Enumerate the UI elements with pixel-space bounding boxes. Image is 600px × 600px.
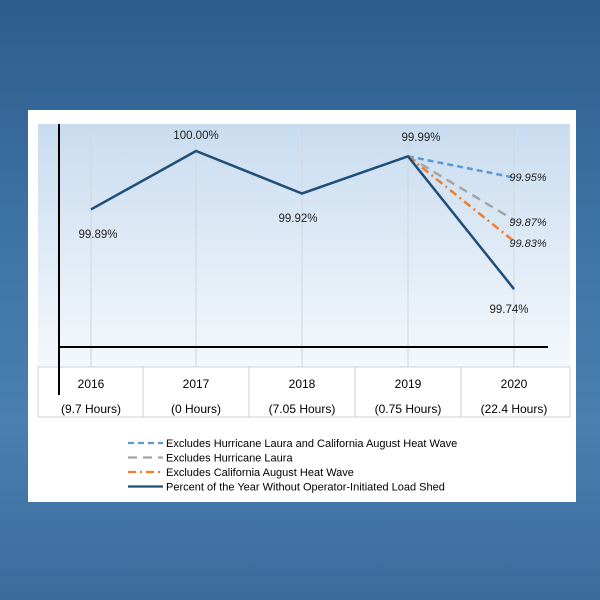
x-sublabel: (9.7 Hours) [61, 402, 121, 416]
data-label: 99.89% [78, 229, 117, 241]
legend-entry: Excludes California August Heat Wave [166, 467, 354, 479]
legend-entry: Percent of the Year Without Operator-Ini… [166, 482, 445, 494]
data-label: 99.99% [401, 132, 440, 144]
x-tick-label: 2016 [78, 377, 105, 391]
data-label: 100.00% [173, 130, 218, 142]
x-sublabel: (22.4 Hours) [481, 402, 548, 416]
x-tick-label: 2020 [501, 377, 528, 391]
data-label: 99.95% [509, 172, 547, 184]
series-line [407, 155, 515, 222]
data-label: 99.92% [278, 213, 317, 225]
series-line [407, 155, 515, 243]
x-sublabel: (0 Hours) [171, 402, 221, 416]
data-label: 99.74% [489, 304, 528, 316]
x-tick-label: 2018 [289, 377, 316, 391]
category-table [37, 366, 571, 418]
x-tick-label: 2019 [395, 377, 422, 391]
data-label: 99.87% [509, 217, 547, 229]
plot-area [38, 124, 570, 367]
legend-entry: Excludes Hurricane Laura [166, 453, 293, 465]
x-sublabel: (0.75 Hours) [375, 402, 442, 416]
x-tick-label: 2017 [183, 377, 210, 391]
x-sublabel: (7.05 Hours) [269, 402, 336, 416]
series-line [407, 155, 515, 179]
data-label: 99.83% [509, 238, 547, 250]
legend-entry: Excludes Hurricane Laura and California … [166, 438, 457, 450]
